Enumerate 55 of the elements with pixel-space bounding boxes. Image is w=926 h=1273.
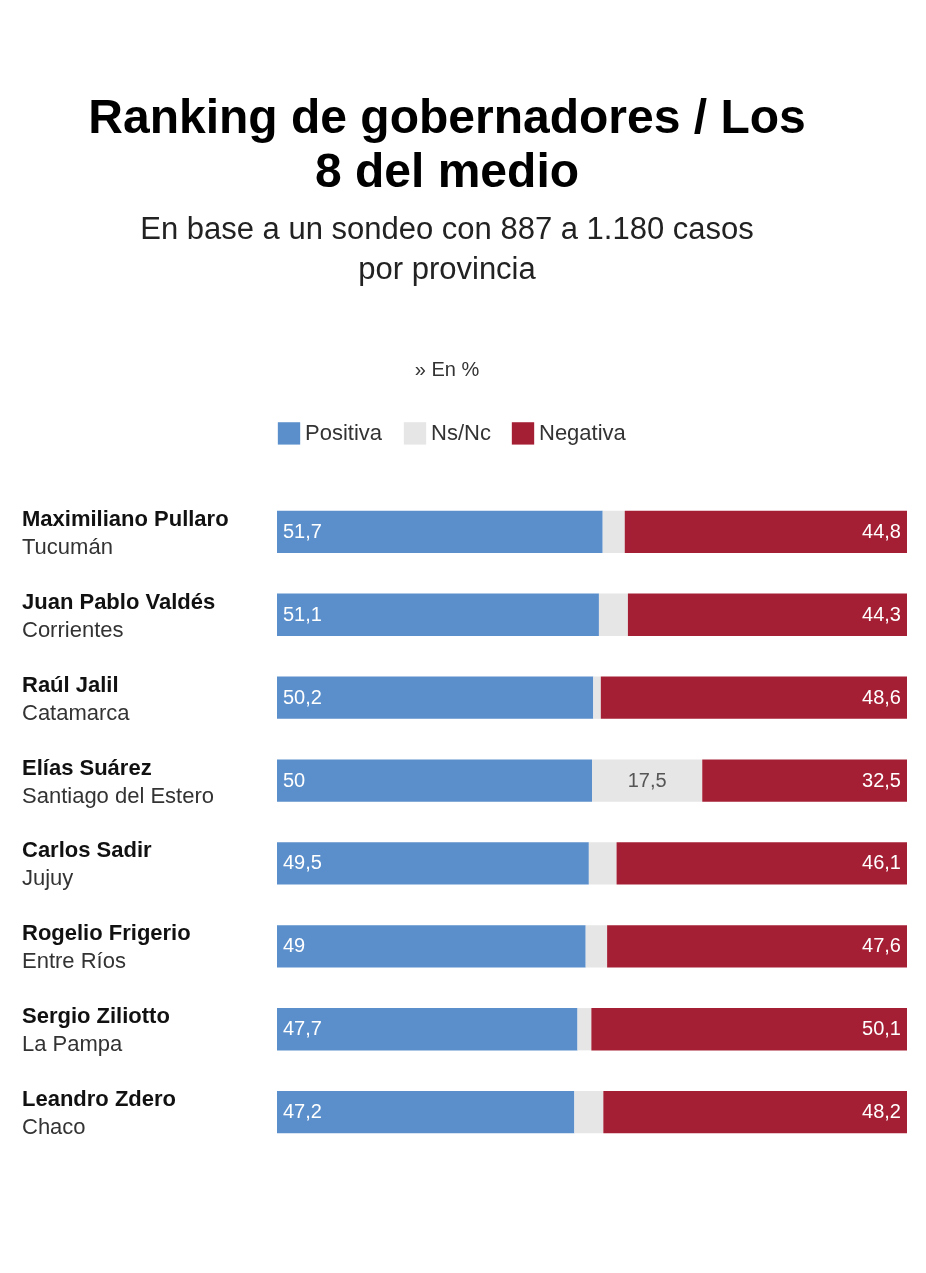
bar — [592, 759, 703, 802]
data-label: 44,3 — [862, 602, 901, 625]
data-label: 48,2 — [862, 1100, 901, 1123]
bar — [593, 676, 601, 719]
bar — [277, 842, 589, 885]
legend-label: Positiva — [305, 420, 383, 446]
bar — [574, 1091, 604, 1134]
category-label: Sergio Ziliotto La Pampa — [22, 1003, 170, 1057]
data-label: 51,1 — [283, 602, 322, 625]
data-label: 47,7 — [283, 1017, 322, 1040]
bar — [277, 676, 594, 719]
data-label: 51,7 — [283, 519, 322, 542]
bar — [277, 759, 592, 802]
bar — [607, 925, 907, 968]
bar — [624, 510, 907, 553]
bar — [616, 842, 907, 885]
data-label: 17,5 — [627, 768, 667, 791]
bar — [577, 1008, 592, 1051]
text: » En % — [414, 358, 480, 380]
category-label: Leandro Zdero Chaco — [22, 1086, 177, 1140]
bar — [591, 1008, 907, 1051]
data-label: 48,6 — [862, 685, 901, 708]
bar — [277, 510, 603, 553]
bar — [600, 676, 907, 719]
category-label: Raúl Jalil Catamarca — [22, 671, 130, 725]
bar — [277, 593, 599, 636]
data-label: 50,2 — [283, 685, 322, 708]
legend-label: Ns/Nc — [431, 420, 491, 446]
bar — [277, 925, 586, 968]
bar — [603, 1091, 907, 1134]
category-label: Carlos Sadir Jujuy — [22, 837, 152, 891]
bar — [585, 925, 608, 968]
category-label: Juan Pablo Valdés Corrientes — [22, 588, 216, 642]
bar — [602, 510, 625, 553]
data-label: 47,2 — [283, 1100, 322, 1123]
bar — [588, 842, 617, 885]
data-label: 44,8 — [862, 519, 901, 542]
data-label: 47,6 — [862, 934, 901, 957]
bar — [702, 759, 907, 802]
category-label: Elías Suárez Santiago del Estero — [22, 754, 215, 808]
bar — [277, 1091, 575, 1134]
category-label: Maximiliano Pullaro Tucumán — [22, 505, 229, 559]
legend-label: Negativa — [539, 420, 627, 446]
data-label: 49 — [283, 934, 306, 957]
chart-title: Ranking de gobernadores / Los 8 del medio — [88, 90, 806, 197]
data-label: 32,5 — [862, 768, 901, 791]
category-label: Rogelio Frigerio Entre Ríos — [22, 920, 191, 974]
data-label: 50,1 — [862, 1017, 901, 1040]
data-label: 46,1 — [862, 851, 901, 874]
data-label: 50 — [283, 768, 306, 791]
bar — [277, 1008, 578, 1051]
chart-subtitle: En base a un sondeo con 887 a 1.180 casos por provincia — [140, 211, 754, 286]
data-label: 49,5 — [283, 851, 322, 874]
bar — [598, 593, 628, 636]
bar — [627, 593, 907, 636]
